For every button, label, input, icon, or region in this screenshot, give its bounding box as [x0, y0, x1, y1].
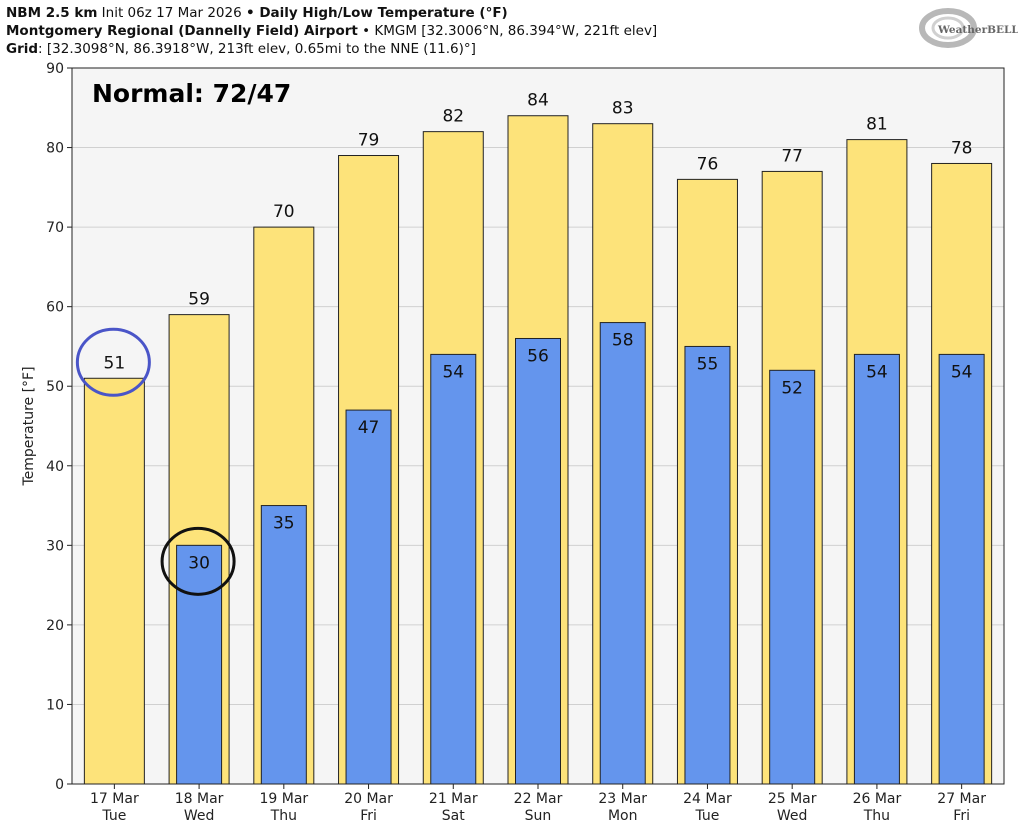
- header-line-2: Montgomery Regional (Dannelly Field) Air…: [6, 22, 906, 40]
- low-value-label: 30: [188, 553, 210, 573]
- header-line-3: Grid: [32.3098°N, 86.3918°W, 213ft elev,…: [6, 40, 906, 58]
- x-tick-label: Tue: [101, 808, 126, 824]
- highlight-circle: [75, 327, 151, 397]
- x-tick-label: 24 Mar: [683, 791, 732, 807]
- low-bar: [599, 322, 646, 785]
- bullet: •: [246, 5, 255, 21]
- grid-info: : [32.3098°N, 86.3918°W, 213ft elev, 0.6…: [38, 41, 476, 57]
- low-bar: [430, 353, 477, 785]
- y-tick-label: 70: [46, 220, 64, 236]
- y-axis: 0 10 20 30 40 50 60 70 80 90: [46, 61, 72, 793]
- highlight-circle: [160, 526, 236, 596]
- highlight-circles: [75, 327, 236, 596]
- chart-header: NBM 2.5 km Init 06z 17 Mar 2026 • Daily …: [6, 4, 906, 58]
- x-tick-label: 17 Mar: [90, 791, 139, 807]
- y-tick-label: 50: [46, 379, 64, 395]
- low-value-label: 52: [781, 378, 803, 398]
- weatherbell-logo: WeatherBELL: [919, 8, 1018, 48]
- y-tick-label: 80: [46, 141, 64, 157]
- y-tick-label: 20: [46, 618, 64, 634]
- low-value-label: 58: [612, 331, 634, 351]
- low-value-label: 47: [358, 418, 380, 438]
- x-tick-label: Sat: [442, 808, 465, 824]
- x-tick-label: Mon: [608, 808, 638, 824]
- y-tick-label: 90: [46, 61, 64, 77]
- station-name: Montgomery Regional (Dannelly Field) Air…: [6, 23, 358, 39]
- low-value-label: 54: [442, 362, 464, 382]
- x-tick-label: 22 Mar: [514, 791, 563, 807]
- x-tick-label: Wed: [777, 808, 808, 824]
- x-tick-label: 18 Mar: [175, 791, 224, 807]
- station-info: • KMGM [32.3006°N, 86.394°W, 221ft elev]: [357, 23, 658, 39]
- y-tick-label: 0: [55, 777, 64, 793]
- x-tick-label: 19 Mar: [259, 791, 308, 807]
- logo-text: WeatherBELL: [937, 24, 1018, 36]
- high-value-label: 77: [781, 146, 803, 166]
- x-tick-label: Thu: [270, 808, 297, 824]
- x-tick-label: Thu: [863, 808, 890, 824]
- low-bars: [176, 322, 985, 785]
- model-name: NBM 2.5 km: [6, 5, 98, 21]
- x-tick-label: Tue: [694, 808, 719, 824]
- y-tick-label: 60: [46, 300, 64, 316]
- high-value-label: 82: [442, 107, 464, 127]
- x-tick-label: Wed: [184, 808, 215, 824]
- high-value-label: 81: [866, 115, 888, 135]
- init-time: Init 06z 17 Mar 2026: [97, 5, 246, 21]
- low-bar: [345, 409, 392, 785]
- low-value-label: 54: [866, 362, 888, 382]
- low-value-label: 56: [527, 346, 549, 366]
- high-value-label: 70: [273, 202, 295, 222]
- x-tick-label: 27 Mar: [937, 791, 986, 807]
- normal-annotation: Normal: 72/47: [92, 79, 291, 108]
- header-line-1: NBM 2.5 km Init 06z 17 Mar 2026 • Daily …: [6, 4, 906, 22]
- high-value-label: 59: [188, 290, 210, 310]
- high-value-label: 51: [104, 353, 126, 373]
- low-bar: [515, 337, 561, 785]
- low-bar: [853, 353, 900, 785]
- low-bar: [684, 345, 731, 785]
- high-bar: [83, 377, 145, 785]
- high-value-label: 83: [612, 99, 634, 119]
- x-tick-label: 23 Mar: [598, 791, 647, 807]
- y-tick-label: 10: [46, 697, 64, 713]
- low-value-label: 35: [273, 514, 295, 534]
- low-bar: [938, 353, 985, 785]
- low-bar: [260, 505, 307, 785]
- x-tick-label: Fri: [360, 808, 377, 824]
- y-tick-label: 40: [46, 459, 64, 475]
- low-value-label: 55: [697, 354, 719, 374]
- bar-labels: 51 59 70 79 82 84 83 76 77 81 78 30 35 47 54 56 58 55 52 54…: [104, 91, 973, 574]
- x-tick-label: 20 Mar: [344, 791, 393, 807]
- high-value-label: 79: [358, 131, 380, 151]
- low-bar: [769, 369, 816, 785]
- high-value-label: 84: [527, 91, 549, 111]
- low-value-label: 54: [951, 362, 973, 382]
- x-tick-label: 26 Mar: [853, 791, 902, 807]
- high-value-label: 76: [697, 154, 719, 174]
- plot-border: [71, 67, 1005, 785]
- x-tick-label: 21 Mar: [429, 791, 478, 807]
- x-tick-label: Sun: [525, 808, 552, 824]
- product-title: Daily High/Low Temperature (°F): [254, 5, 508, 21]
- y-axis-label: Temperature [°F]: [21, 366, 37, 486]
- y-tick-label: 30: [46, 538, 64, 554]
- x-tick-label: Fri: [953, 808, 970, 824]
- x-tick-label: 25 Mar: [768, 791, 817, 807]
- grid-label: Grid: [6, 41, 39, 57]
- low-bar: [176, 544, 223, 785]
- high-value-label: 78: [951, 138, 973, 158]
